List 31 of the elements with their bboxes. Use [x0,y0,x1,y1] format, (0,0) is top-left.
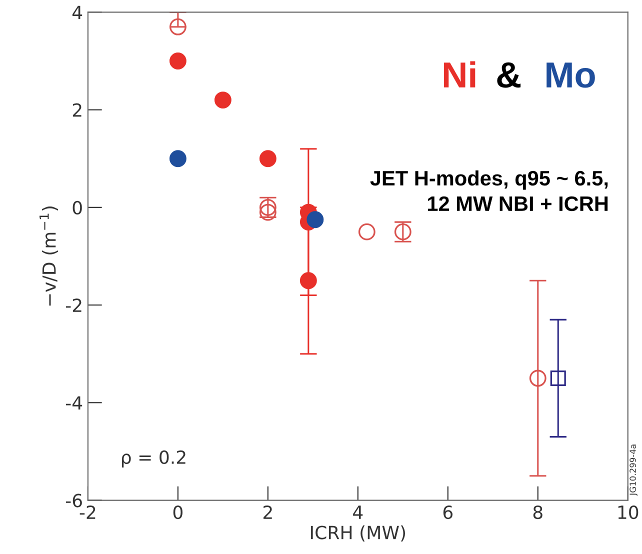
point [169,52,186,70]
annotation: JET H-modes, q95 ~ 6.5, 12 MW NBI + ICRH [370,170,608,212]
point [259,150,276,168]
point [529,370,546,387]
point [214,92,232,109]
point [259,204,276,221]
y-tick-label: 2 [72,103,82,117]
point [306,211,324,228]
text: JG10.299-4a [630,444,638,496]
x-tick-label: 2 [264,505,272,519]
annotation: ρ = 0.2 [122,450,186,468]
x-tick-label: 4 [353,506,363,519]
x-axis-title: ICRH (MW) [311,525,406,542]
point [358,223,376,240]
x-tick-label: 10 [618,505,638,520]
point [169,150,186,168]
point [300,272,317,290]
y-axis-title: −v/D (m$^{−1}$) [40,206,58,306]
y-tick-label: 0 [72,200,82,215]
text: Ni [444,61,476,88]
x-tick-label: 6 [443,505,453,520]
point [169,18,186,36]
y-tick-label: -2 [66,298,82,312]
point [550,370,566,386]
annotation: & [497,62,521,88]
text: Mo [546,62,595,88]
y-tick-label: 4 [72,6,82,20]
x-tick-label: 8 [533,505,542,520]
y-tick-label: -4 [66,396,82,410]
x-tick-label: 0 [173,505,182,520]
y-tick-label: -6 [66,494,82,508]
